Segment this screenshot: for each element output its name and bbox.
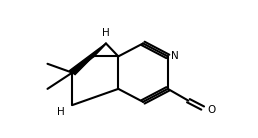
Polygon shape <box>69 43 106 75</box>
Text: N: N <box>171 51 179 61</box>
Text: H: H <box>102 28 110 38</box>
Text: H: H <box>57 108 64 117</box>
Text: O: O <box>207 105 216 115</box>
